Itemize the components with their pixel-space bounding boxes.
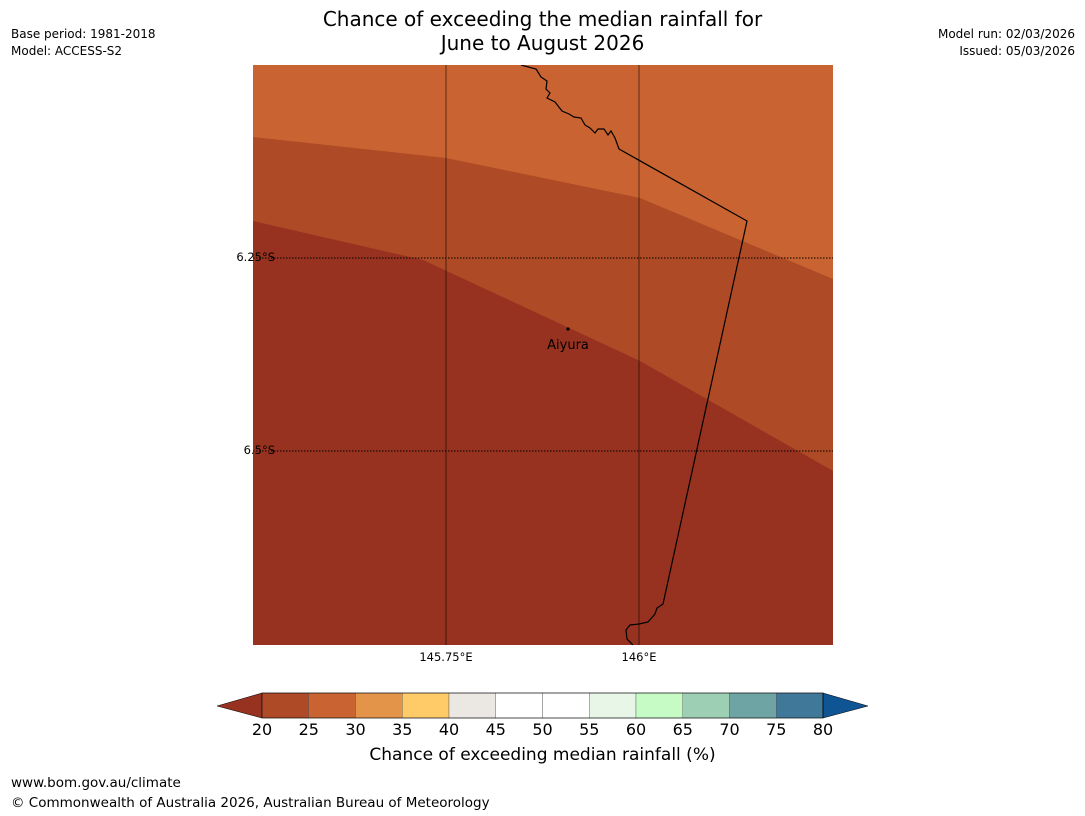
colorbar-segment — [729, 692, 777, 719]
colorbar — [216, 692, 869, 719]
colorbar-tick-label: 80 — [812, 720, 834, 739]
colorbar-tick-label: 60 — [625, 720, 647, 739]
model-name: Model: ACCESS-S2 — [11, 44, 123, 58]
model-run: Model run: 02/03/2026 — [937, 27, 1075, 41]
colorbar-segment — [776, 692, 824, 719]
colorbar-segment — [448, 692, 496, 719]
colorbar-segment — [635, 692, 683, 719]
colorbar-tick-label: 45 — [485, 720, 506, 739]
colorbar-tick-label: 30 — [345, 720, 366, 739]
colorbar-segment — [308, 692, 356, 719]
colorbar-segment — [495, 692, 543, 719]
colorbar-segment — [355, 692, 403, 719]
forecast-map[interactable]: Aiyura — [253, 65, 833, 645]
title-line-2: June to August 2026 — [440, 31, 645, 55]
colorbar-tick-label: 35 — [392, 720, 413, 739]
colorbar-segment — [261, 692, 309, 719]
aiyura-marker — [566, 327, 570, 331]
map-title: Chance of exceeding the median rainfall … — [0, 7, 1085, 55]
colorbar-frame — [261, 692, 824, 719]
colorbar-label: Chance of exceeding median rainfall (%) — [369, 745, 716, 765]
lat-label-6-5: 6.5°S — [243, 443, 275, 457]
colorbar-over-arrow — [822, 692, 869, 719]
colorbar-tick-label: 55 — [579, 720, 600, 739]
border-line — [520, 65, 748, 645]
colorbar-segment — [542, 692, 590, 719]
colorbar-segment — [402, 692, 450, 719]
place-label: Aiyura — [547, 338, 589, 353]
colorbar-tick-label: 20 — [251, 720, 273, 739]
issued-date: Issued: 05/03/2026 — [959, 44, 1075, 58]
footer-url[interactable]: www.bom.gov.au/climate — [11, 775, 181, 791]
meta-right: Model run: 02/03/2026 Issued: 05/03/2026 — [938, 26, 1075, 60]
colorbar-tick-label: 25 — [298, 720, 319, 739]
base-period: Base period: 1981-2018 — [11, 27, 156, 41]
title-line-1: Chance of exceeding the median rainfall … — [322, 7, 763, 31]
lon-label-146: 146°E — [621, 650, 657, 664]
lat-label-6-25: 6.25°S — [236, 250, 275, 264]
meta-left: Base period: 1981-2018 Model: ACCESS-S2 — [11, 26, 156, 60]
colorbar-segment — [682, 692, 730, 719]
colorbar-tick-label: 50 — [532, 720, 553, 739]
region-20-25 — [253, 221, 833, 645]
colorbar-tick-label: 40 — [438, 720, 460, 739]
colorbar-segment — [589, 692, 637, 719]
colorbar-tick-label: 65 — [672, 720, 693, 739]
colorbar-under-arrow — [216, 692, 263, 719]
lon-label-145-75: 145.75°E — [419, 650, 473, 664]
colorbar-tick-label: 75 — [766, 720, 787, 739]
colorbar-tick-label: 70 — [719, 720, 740, 739]
footer-copyright: © Commonwealth of Australia 2026, Austra… — [11, 795, 490, 811]
